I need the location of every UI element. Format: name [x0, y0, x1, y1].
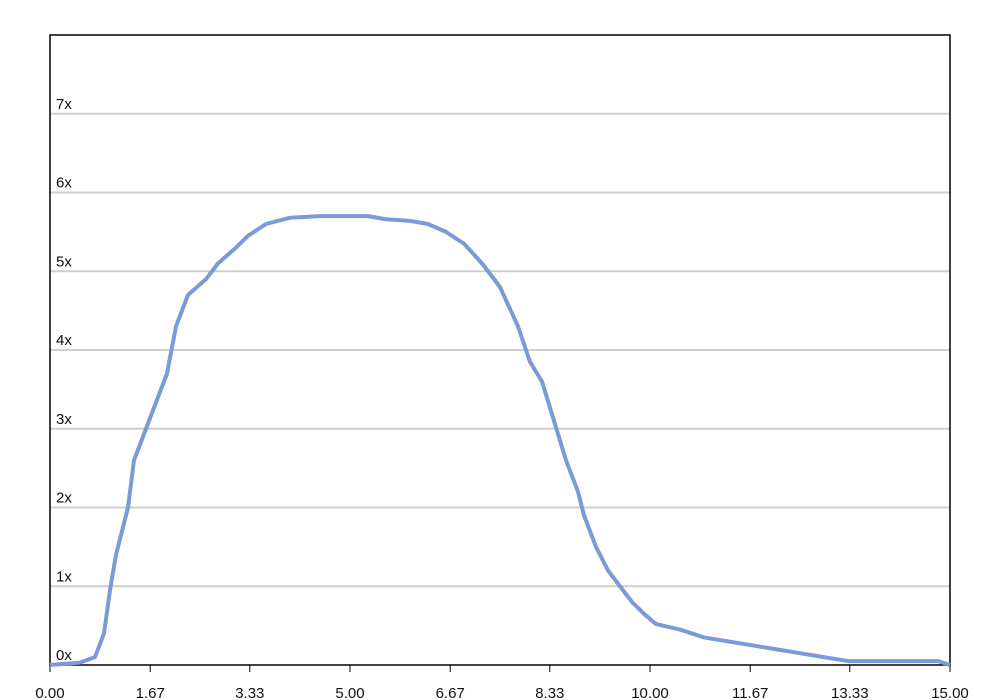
x-tick-label: 10.00 — [631, 685, 669, 700]
y-tick-label: 3x — [56, 411, 72, 428]
x-tick-label: 5.00 — [335, 685, 364, 700]
y-tick-label: 4x — [56, 332, 72, 349]
x-tick-label: 8.33 — [535, 685, 564, 700]
plot-frame — [49, 34, 951, 666]
y-tick-label: 5x — [56, 253, 72, 270]
x-tick-label: 11.67 — [732, 685, 768, 700]
y-tick-label: 1x — [56, 568, 72, 585]
x-tick-label: 3.33 — [235, 685, 264, 700]
y-tick-label: 2x — [56, 490, 72, 507]
x-tick-label: 1.67 — [136, 685, 165, 700]
y-tick-label: 0x — [56, 647, 72, 664]
x-tick-label: 6.67 — [436, 685, 465, 700]
y-tick-label: 7x — [56, 96, 72, 113]
x-tick-label: 0.00 — [35, 685, 64, 700]
x-tick-label: 13.33 — [831, 685, 869, 700]
x-tick-label: 15.00 — [931, 685, 969, 700]
data-line — [49, 214, 951, 667]
y-tick-label: 6x — [56, 175, 72, 192]
